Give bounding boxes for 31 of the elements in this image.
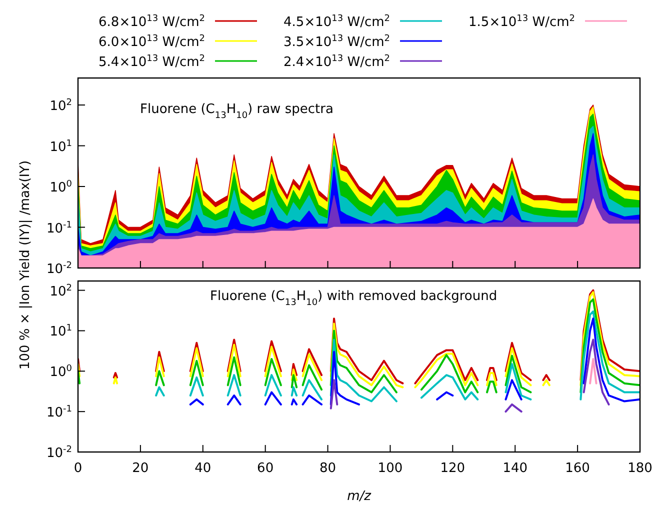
legend-label: 2.4×10$^{13}$ W/cm$^{2}$ <box>284 54 390 70</box>
x-tick-label: 80 <box>320 461 336 476</box>
x-tick-label: 100 <box>378 461 403 476</box>
y-tick-label: 10$^{1}$ <box>50 138 72 155</box>
annotation: Fluorene (C$_{13}$H$_{10}$) with removed background <box>210 289 498 308</box>
legend-label: 6.8×10$^{13}$ W/cm$^{2}$ <box>98 14 205 30</box>
legend-label: 3.5×10$^{13}$ W/cm$^{2}$ <box>284 34 390 50</box>
x-tick-label: 40 <box>194 461 212 476</box>
legend-label: 6.0×10$^{13}$ W/cm$^{2}$ <box>98 34 205 50</box>
y-tick-label: 10$^{-2}$ <box>46 261 72 277</box>
x-tick-label: 0 <box>74 461 82 476</box>
y-tick-label: 10$^{2}$ <box>50 98 72 114</box>
x-tick-label: 20 <box>132 461 149 476</box>
x-tick-label: 120 <box>440 461 466 476</box>
y-tick-label: 10$^{-2}$ <box>46 445 72 461</box>
y-tick-label: 10$^{-1}$ <box>46 220 72 236</box>
x-tick-label: 140 <box>502 461 528 476</box>
y-tick-label: 10$^{2}$ <box>50 283 72 300</box>
annotation: Fluorene (C$_{13}$H$_{10}$) raw spectra <box>140 102 334 121</box>
legend-label: 5.4×10$^{13}$ W/cm$^{2}$ <box>98 54 205 70</box>
legend-label: 1.5×10$^{13}$ W/cm$^{2}$ <box>468 14 575 30</box>
y-tick-label: 10$^{1}$ <box>50 324 72 340</box>
x-tick-label: 60 <box>257 461 274 476</box>
y-tick-label: 10$^{0}$ <box>50 364 72 380</box>
y-tick-label: 10$^{-1}$ <box>46 404 72 421</box>
x-axis-title: m/z <box>347 489 372 504</box>
x-tick-label: 180 <box>628 461 652 476</box>
y-axis-title: 100 % × |Ion Yield (IY)| /max(IY) <box>18 160 33 370</box>
y-tick-label: 10$^{0}$ <box>50 180 72 196</box>
legend-label: 4.5×10$^{13}$ W/cm$^{2}$ <box>284 14 390 30</box>
x-tick-label: 160 <box>565 461 590 476</box>
